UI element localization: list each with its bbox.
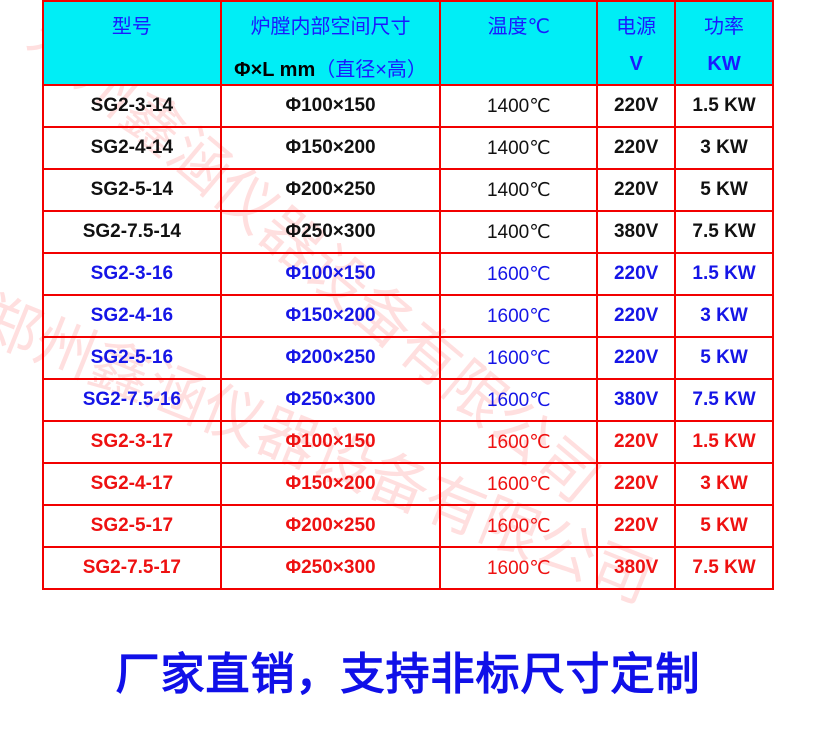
cell-voltage: 220V	[596, 252, 677, 296]
table-row: SG2-5-16 Φ200×250 1600℃ 220V 5 KW	[42, 336, 774, 380]
table-row: SG2-7.5-17 Φ250×300 1600℃ 380V 7.5 KW	[42, 546, 774, 590]
cell-voltage: 220V	[596, 168, 677, 212]
table-row: SG2-3-16 Φ100×150 1600℃ 220V 1.5 KW	[42, 252, 774, 296]
header-voltage-line1: 电源	[616, 16, 657, 38]
cell-voltage: 380V	[596, 378, 677, 422]
cell-model: SG2-4-16	[42, 294, 222, 338]
cell-voltage: 220V	[596, 420, 677, 464]
cell-temp: 1600℃	[439, 462, 599, 506]
header-voltage: 电源 V	[596, 0, 677, 86]
cell-model: SG2-3-14	[42, 84, 222, 128]
cell-temp: 1600℃	[439, 378, 599, 422]
table-row: SG2-3-17 Φ100×150 1600℃ 220V 1.5 KW	[42, 420, 774, 464]
cell-power: 1.5 KW	[674, 252, 774, 296]
cell-size: Φ200×250	[219, 504, 442, 548]
cell-power: 3 KW	[674, 126, 774, 170]
header-size: 炉膛内部空间尺寸 Φ×L mm（直径×高）	[219, 0, 442, 86]
cell-power: 7.5 KW	[674, 378, 774, 422]
table-row: SG2-3-14 Φ100×150 1400℃ 220V 1.5 KW	[42, 84, 774, 128]
cell-voltage: 220V	[596, 294, 677, 338]
table-row: SG2-4-17 Φ150×200 1600℃ 220V 3 KW	[42, 462, 774, 506]
cell-model: SG2-5-17	[42, 504, 222, 548]
cell-model: SG2-3-16	[42, 252, 222, 296]
cell-power: 1.5 KW	[674, 84, 774, 128]
cell-power: 5 KW	[674, 504, 774, 548]
cell-voltage: 220V	[596, 84, 677, 128]
cell-power: 7.5 KW	[674, 546, 774, 590]
header-row: 型号 炉膛内部空间尺寸 Φ×L mm（直径×高） 温度℃ 电源 V 功率 KW	[42, 0, 774, 86]
cell-power: 1.5 KW	[674, 420, 774, 464]
table-row: SG2-4-16 Φ150×200 1600℃ 220V 3 KW	[42, 294, 774, 338]
cell-model: SG2-4-14	[42, 126, 222, 170]
cell-size: Φ150×200	[219, 462, 442, 506]
cell-temp: 1600℃	[439, 420, 599, 464]
cell-size: Φ150×200	[219, 126, 442, 170]
cell-size: Φ250×300	[219, 210, 442, 254]
cell-temp: 1400℃	[439, 168, 599, 212]
cell-size: Φ250×300	[219, 546, 442, 590]
cell-power: 5 KW	[674, 168, 774, 212]
header-power-line1: 功率	[704, 16, 745, 38]
cell-size: Φ200×250	[219, 168, 442, 212]
cell-power: 3 KW	[674, 462, 774, 506]
cell-model: SG2-7.5-17	[42, 546, 222, 590]
cell-temp: 1600℃	[439, 504, 599, 548]
cell-voltage: 220V	[596, 336, 677, 380]
header-model: 型号	[42, 0, 222, 86]
cell-model: SG2-7.5-14	[42, 210, 222, 254]
cell-voltage: 220V	[596, 462, 677, 506]
cell-power: 5 KW	[674, 336, 774, 380]
table-row: SG2-4-14 Φ150×200 1400℃ 220V 3 KW	[42, 126, 774, 170]
header-size-note: （直径×高）	[315, 59, 427, 81]
header-temp: 温度℃	[439, 0, 599, 86]
cell-voltage: 380V	[596, 210, 677, 254]
header-voltage-line2: V	[629, 53, 643, 75]
cell-size: Φ250×300	[219, 378, 442, 422]
header-size-line2: Φ×L mm（直径×高）	[222, 53, 440, 82]
cell-model: SG2-4-17	[42, 462, 222, 506]
cell-voltage: 220V	[596, 126, 677, 170]
table-row: SG2-7.5-16 Φ250×300 1600℃ 380V 7.5 KW	[42, 378, 774, 422]
cell-model: SG2-5-16	[42, 336, 222, 380]
header-power: 功率 KW	[674, 0, 774, 86]
table-row: SG2-5-17 Φ200×250 1600℃ 220V 5 KW	[42, 504, 774, 548]
cell-temp: 1400℃	[439, 126, 599, 170]
header-size-unit: Φ×L mm	[234, 59, 316, 81]
table-row: SG2-5-14 Φ200×250 1400℃ 220V 5 KW	[42, 168, 774, 212]
cell-size: Φ100×150	[219, 84, 442, 128]
header-power-line2: KW	[707, 53, 741, 75]
cell-size: Φ100×150	[219, 420, 442, 464]
cell-voltage: 380V	[596, 546, 677, 590]
header-temp-label: 温度℃	[487, 16, 551, 38]
cell-model: SG2-3-17	[42, 420, 222, 464]
table-row: SG2-7.5-14 Φ250×300 1400℃ 380V 7.5 KW	[42, 210, 774, 254]
cell-size: Φ150×200	[219, 294, 442, 338]
footer-slogan: 厂家直销，支持非标尺寸定制	[115, 649, 701, 700]
cell-temp: 1600℃	[439, 252, 599, 296]
spec-table: 型号 炉膛内部空间尺寸 Φ×L mm（直径×高） 温度℃ 电源 V 功率 KW SG…	[42, 0, 774, 590]
cell-model: SG2-7.5-16	[42, 378, 222, 422]
cell-temp: 1600℃	[439, 294, 599, 338]
cell-voltage: 220V	[596, 504, 677, 548]
cell-size: Φ200×250	[219, 336, 442, 380]
cell-temp: 1600℃	[439, 546, 599, 590]
cell-temp: 1400℃	[439, 210, 599, 254]
header-model-label: 型号	[111, 16, 152, 38]
cell-power: 3 KW	[674, 294, 774, 338]
cell-size: Φ100×150	[219, 252, 442, 296]
cell-temp: 1400℃	[439, 84, 599, 128]
cell-temp: 1600℃	[439, 336, 599, 380]
cell-model: SG2-5-14	[42, 168, 222, 212]
header-size-line1: 炉膛内部空间尺寸	[250, 16, 411, 38]
cell-power: 7.5 KW	[674, 210, 774, 254]
